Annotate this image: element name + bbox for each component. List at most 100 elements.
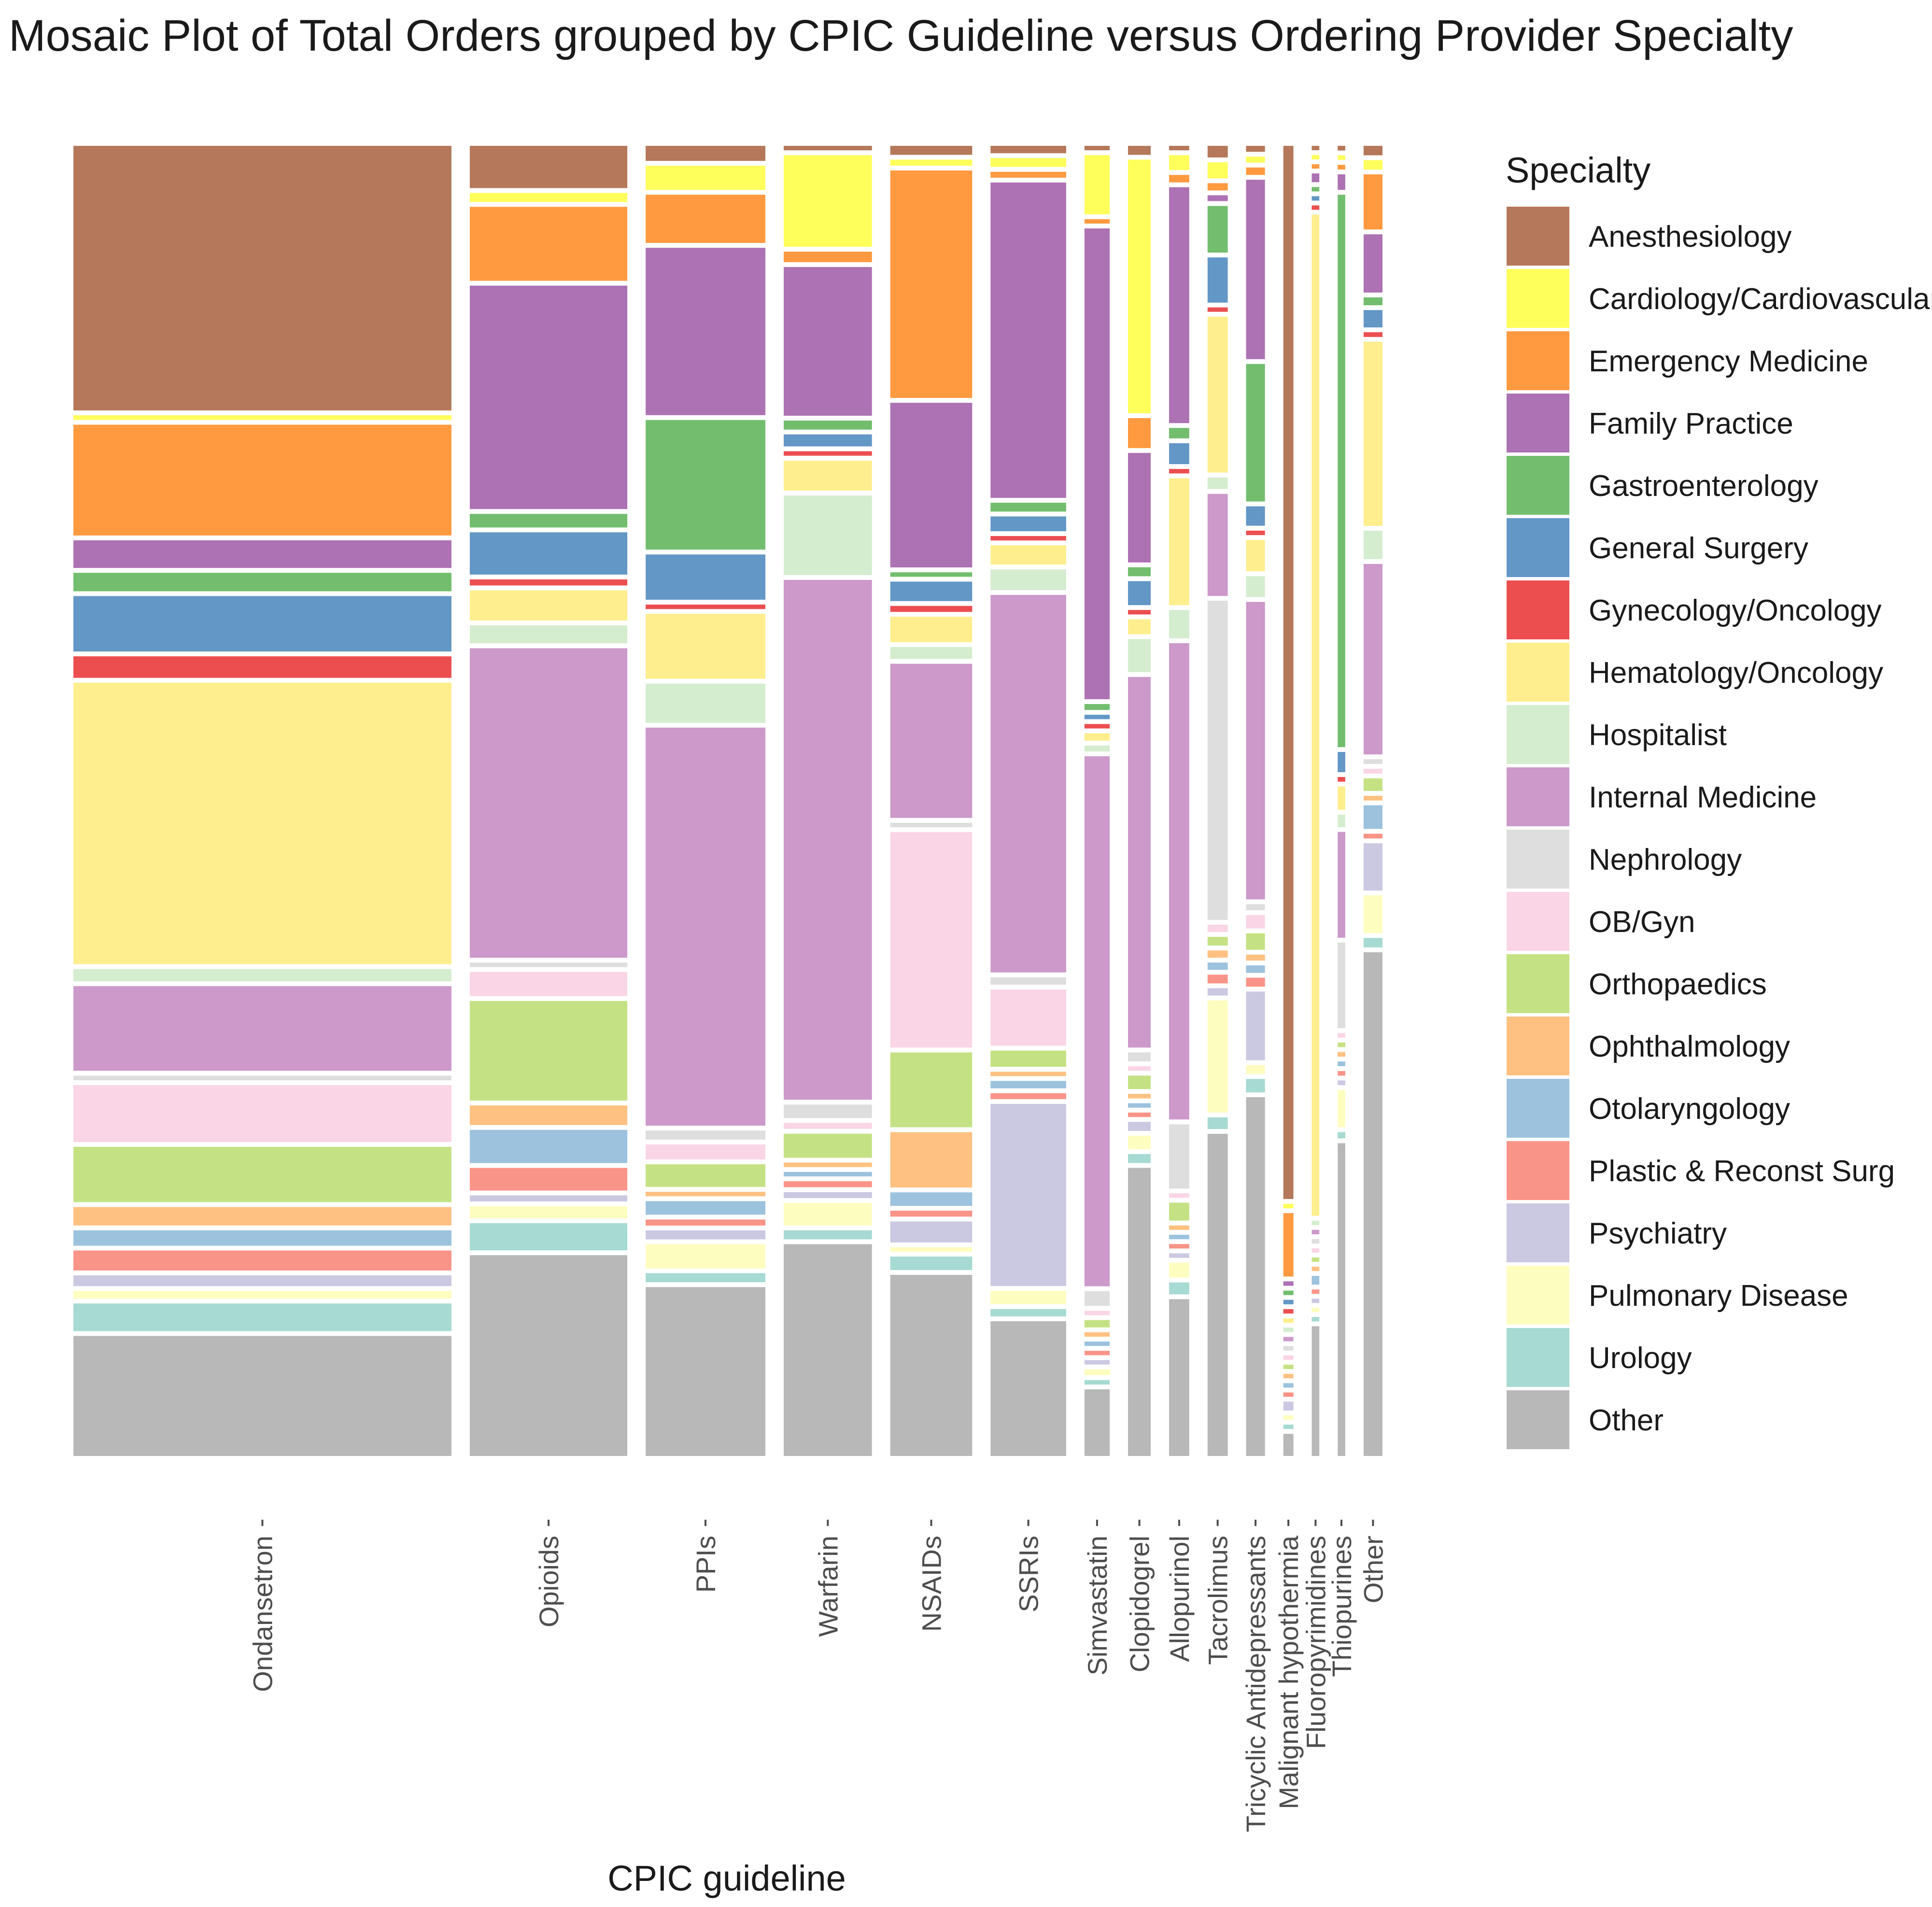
- tile-opioids-internal-medicine: [469, 648, 628, 958]
- tile-ssris-nephrology: [990, 977, 1066, 985]
- tile-nsaids-nephrology: [890, 822, 973, 828]
- tile-nsaids-pulmonary-disease: [890, 1247, 973, 1252]
- tile-clopidogrel-ob-gyn: [1128, 1066, 1151, 1071]
- tile-clopidogrel-hospitalist: [1128, 639, 1151, 672]
- tile-opioids-orthopaedics: [469, 1001, 628, 1101]
- x-tick-label-thiopurines: Thiopurines: [1326, 1536, 1357, 1677]
- tile-tricyclic-antidepressants-cardiology-cardiovascular: [1246, 156, 1265, 163]
- tile-simvastatin-ob-gyn: [1084, 1311, 1110, 1315]
- tile-ssris-general-surgery: [990, 516, 1066, 532]
- tile-ssris-ob-gyn: [990, 989, 1066, 1046]
- legend-label-anesthesiology: Anesthesiology: [1589, 220, 1792, 254]
- tile-allopurinol-general-surgery: [1169, 443, 1189, 465]
- tile-malignant-hypothermia-ob-gyn: [1283, 1355, 1294, 1360]
- tile-warfarin-nephrology: [784, 1104, 872, 1118]
- tile-fluoropyrimidines-hospitalist: [1312, 1220, 1320, 1225]
- tile-clopidogrel-orthopaedics: [1128, 1075, 1151, 1089]
- tile-tricyclic-antidepressants-orthopaedics: [1246, 933, 1265, 950]
- legend-label-hospitalist: Hospitalist: [1589, 719, 1727, 752]
- tile-warfarin-hematology-oncology: [784, 460, 872, 491]
- tile-tricyclic-antidepressants-nephrology: [1246, 904, 1265, 910]
- tile-allopurinol-hematology-oncology: [1169, 478, 1189, 606]
- tile-ondansetron-cardiology-cardiovascular: [73, 415, 451, 420]
- tile-nsaids-gastroenterology: [890, 572, 973, 577]
- tile-tricyclic-antidepressants-urology: [1246, 1079, 1265, 1093]
- tile-other-family-practice: [1363, 234, 1382, 293]
- tile-warfarin-plastic-reconst-surg: [784, 1181, 872, 1187]
- legend-label-orthopaedics: Orthopaedics: [1589, 968, 1767, 1001]
- tile-clopidogrel-emergency-medicine: [1128, 418, 1151, 448]
- legend-swatch-gastroenterology: [1507, 456, 1569, 515]
- legend-title: Specialty: [1506, 150, 1650, 190]
- tile-simvastatin-urology: [1084, 1380, 1110, 1385]
- tile-ondansetron-plastic-reconst-surg: [73, 1250, 451, 1271]
- tile-allopurinol-other: [1169, 1299, 1189, 1456]
- tile-fluoropyrimidines-other: [1312, 1326, 1320, 1456]
- tile-thiopurines-ob-gyn: [1338, 1033, 1345, 1038]
- legend-swatch-urology: [1507, 1328, 1569, 1387]
- tile-other-plastic-reconst-surg: [1363, 833, 1382, 839]
- tile-tacrolimus-gynecology-oncology: [1207, 307, 1228, 312]
- tile-other-ophthalmology: [1363, 795, 1382, 801]
- tile-clopidogrel-family-practice: [1128, 452, 1151, 563]
- tile-tricyclic-antidepressants-plastic-reconst-surg: [1246, 977, 1265, 987]
- tile-ppis-ophthalmology: [646, 1191, 765, 1197]
- tile-thiopurines-plastic-reconst-surg: [1338, 1071, 1345, 1076]
- tile-simvastatin-cardiology-cardiovascular: [1084, 155, 1110, 214]
- tile-fluoropyrimidines-family-practice: [1312, 173, 1320, 183]
- tile-clopidogrel-cardiology-cardiovascular: [1128, 159, 1151, 413]
- tile-allopurinol-urology: [1169, 1282, 1189, 1295]
- tile-ppis-psychiatry: [646, 1230, 765, 1240]
- tile-clopidogrel-urology: [1128, 1154, 1151, 1163]
- tile-thiopurines-pulmonary-disease: [1338, 1090, 1345, 1128]
- legend-label-nephrology: Nephrology: [1589, 843, 1742, 876]
- tile-thiopurines-hospitalist: [1338, 815, 1345, 827]
- tile-fluoropyrimidines-pulmonary-disease: [1312, 1308, 1320, 1313]
- tile-other-orthopaedics: [1363, 778, 1382, 791]
- legend-label-plastic-reconst-surg: Plastic & Reconst Surg: [1589, 1155, 1895, 1188]
- x-tick-label-opioids: Opioids: [534, 1536, 564, 1627]
- tile-tacrolimus-psychiatry: [1207, 988, 1228, 996]
- tile-nsaids-internal-medicine: [890, 664, 973, 818]
- tile-ssris-internal-medicine: [990, 595, 1066, 973]
- tile-malignant-hypothermia-internal-medicine: [1283, 1337, 1294, 1342]
- legend-swatch-ophthalmology: [1507, 1017, 1569, 1075]
- tile-thiopurines-hematology-oncology: [1338, 786, 1345, 810]
- tile-ondansetron-nephrology: [73, 1075, 451, 1080]
- tile-tricyclic-antidepressants-otolaryngology: [1246, 965, 1265, 973]
- legend-label-hematology-oncology: Hematology/Oncology: [1589, 656, 1883, 690]
- tile-malignant-hypothermia-anesthesiology: [1283, 146, 1294, 1199]
- tile-malignant-hypothermia-gastroenterology: [1283, 1290, 1294, 1295]
- tile-allopurinol-cardiology-cardiovascular: [1169, 155, 1189, 170]
- tile-ppis-nephrology: [646, 1130, 765, 1140]
- x-tick-label-malignant-hypothermia: Malignant hypothermia: [1273, 1535, 1304, 1809]
- tile-ppis-hospitalist: [646, 683, 765, 723]
- tile-ppis-pulmonary-disease: [646, 1244, 765, 1269]
- tile-fluoropyrimidines-anesthesiology: [1312, 146, 1320, 151]
- tile-fluoropyrimidines-general-surgery: [1312, 196, 1320, 201]
- tile-warfarin-anesthesiology: [784, 146, 872, 151]
- x-tick-label-ssris: SSRIs: [1014, 1536, 1044, 1612]
- tile-tacrolimus-gastroenterology: [1207, 206, 1228, 253]
- x-tick-label-fluoropyrimidines: Fluoropyrimidines: [1300, 1536, 1331, 1749]
- tile-ondansetron-emergency-medicine: [73, 424, 451, 536]
- tile-ondansetron-ob-gyn: [73, 1085, 451, 1142]
- tile-warfarin-orthopaedics: [784, 1133, 872, 1158]
- tile-fluoropyrimidines-psychiatry: [1312, 1299, 1320, 1303]
- tile-ppis-anesthesiology: [646, 146, 765, 161]
- tile-malignant-hypothermia-urology: [1283, 1425, 1294, 1429]
- tile-tacrolimus-orthopaedics: [1207, 937, 1228, 946]
- tile-ondansetron-hospitalist: [73, 969, 451, 982]
- x-tick-label-nsaids: NSAIDs: [917, 1536, 947, 1632]
- tile-ssris-other: [990, 1321, 1066, 1456]
- tile-tacrolimus-emergency-medicine: [1207, 183, 1228, 191]
- legend-swatch-nephrology: [1507, 830, 1569, 889]
- tile-fluoropyrimidines-ob-gyn: [1312, 1248, 1320, 1253]
- tile-tacrolimus-family-practice: [1207, 195, 1228, 201]
- tile-thiopurines-ophthalmology: [1338, 1052, 1345, 1057]
- tile-simvastatin-general-surgery: [1084, 715, 1110, 720]
- tile-ppis-gastroenterology: [646, 420, 765, 550]
- tile-opioids-plastic-reconst-surg: [469, 1168, 628, 1191]
- legend-swatch-cardiology-cardiovascular: [1507, 269, 1569, 328]
- tile-other-gynecology-oncology: [1363, 332, 1382, 337]
